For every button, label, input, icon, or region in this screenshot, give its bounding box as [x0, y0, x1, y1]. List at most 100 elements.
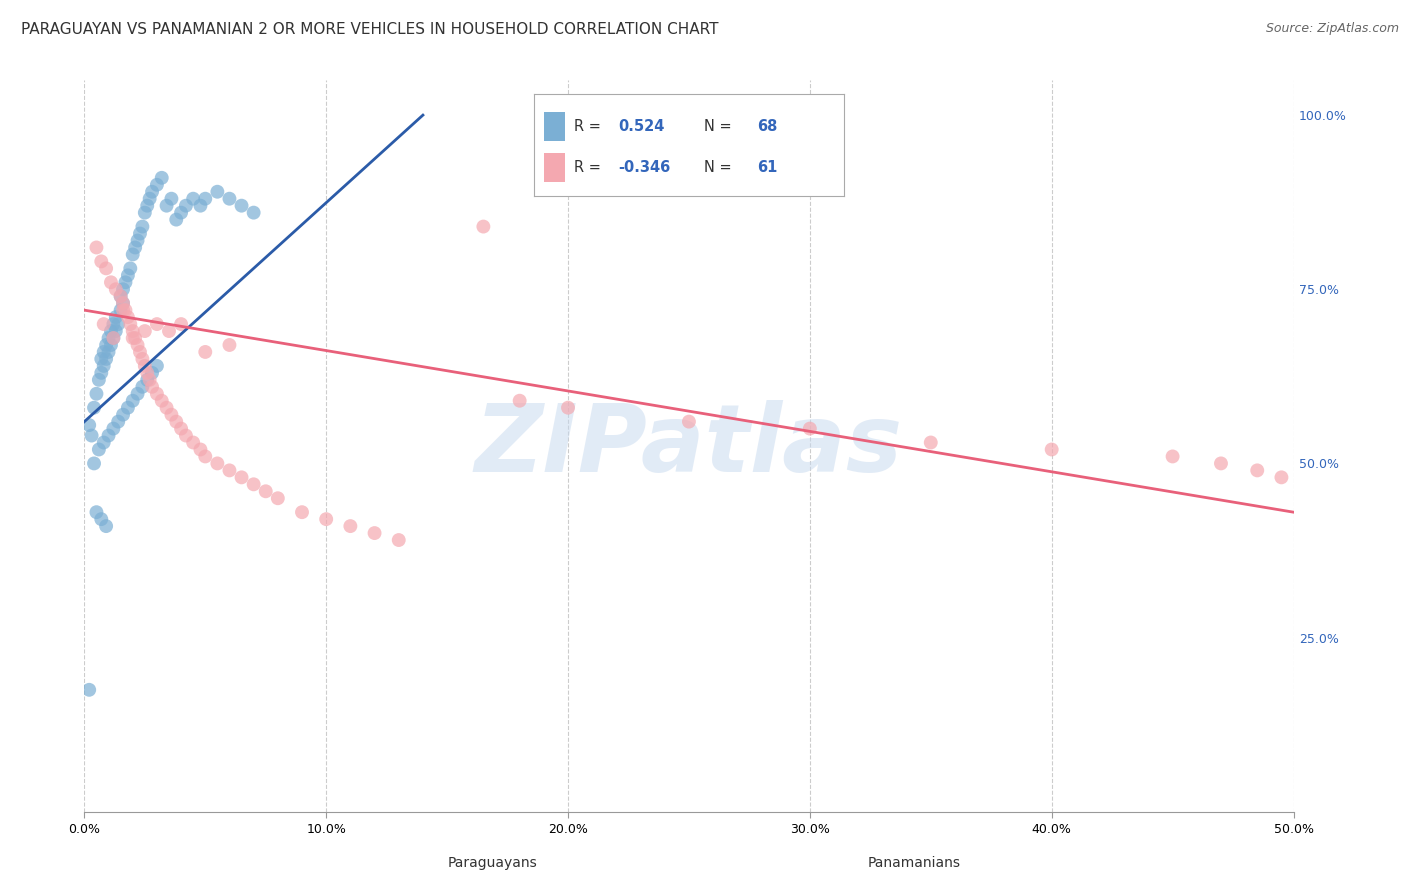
- Point: [103, 331, 125, 345]
- Point: [134, 205, 156, 219]
- Point: [291, 505, 314, 519]
- Bar: [544, 153, 565, 182]
- Point: [87, 442, 110, 457]
- Point: [90, 512, 112, 526]
- Point: [93, 317, 115, 331]
- Point: [146, 317, 169, 331]
- Point: [112, 282, 135, 296]
- Point: [110, 289, 132, 303]
- Point: [83, 401, 105, 415]
- Point: [194, 192, 217, 206]
- Point: [150, 393, 173, 408]
- Point: [120, 317, 142, 331]
- Point: [1040, 442, 1063, 457]
- Point: [93, 359, 115, 373]
- Point: [315, 512, 337, 526]
- Point: [194, 345, 217, 359]
- Point: [136, 199, 159, 213]
- Point: [131, 219, 153, 234]
- Point: [174, 428, 197, 442]
- Text: -0.346: -0.346: [617, 160, 671, 175]
- Point: [134, 324, 156, 338]
- Point: [242, 477, 264, 491]
- Point: [194, 450, 217, 464]
- Point: [127, 234, 149, 248]
- Point: [254, 484, 277, 499]
- Point: [146, 178, 169, 192]
- Point: [100, 338, 122, 352]
- Point: [124, 331, 146, 345]
- Point: [83, 457, 105, 471]
- Point: [131, 351, 153, 366]
- Text: PARAGUAYAN VS PANAMANIAN 2 OR MORE VEHICLES IN HOUSEHOLD CORRELATION CHART: PARAGUAYAN VS PANAMANIAN 2 OR MORE VEHIC…: [21, 22, 718, 37]
- Point: [77, 682, 100, 697]
- Point: [121, 393, 143, 408]
- Point: [129, 227, 152, 241]
- Point: [90, 254, 112, 268]
- Point: [136, 373, 159, 387]
- Text: 0.524: 0.524: [617, 119, 664, 134]
- Point: [94, 338, 117, 352]
- Point: [93, 345, 115, 359]
- Point: [388, 533, 411, 547]
- Point: [231, 470, 253, 484]
- Point: [100, 275, 122, 289]
- Point: [207, 185, 229, 199]
- Point: [242, 205, 264, 219]
- Point: [104, 310, 127, 325]
- Point: [155, 199, 177, 213]
- Point: [110, 303, 132, 318]
- Point: [181, 192, 204, 206]
- Text: R =: R =: [575, 160, 606, 175]
- Point: [509, 393, 531, 408]
- Point: [267, 491, 290, 506]
- Point: [103, 331, 125, 345]
- Point: [207, 457, 229, 471]
- Point: [138, 192, 160, 206]
- Point: [170, 421, 193, 435]
- Text: Paraguayans: Paraguayans: [447, 855, 537, 870]
- Point: [131, 380, 153, 394]
- Text: 61: 61: [756, 160, 778, 175]
- Point: [146, 359, 169, 373]
- Point: [103, 317, 125, 331]
- Bar: [544, 112, 565, 141]
- Text: ZIPatlas: ZIPatlas: [475, 400, 903, 492]
- Point: [94, 351, 117, 366]
- Point: [77, 418, 100, 433]
- Point: [160, 192, 183, 206]
- Point: [93, 435, 115, 450]
- Point: [157, 324, 180, 338]
- Point: [1161, 450, 1184, 464]
- Point: [121, 331, 143, 345]
- Point: [114, 303, 136, 318]
- Point: [920, 435, 942, 450]
- Point: [678, 415, 700, 429]
- Point: [557, 401, 579, 415]
- Point: [170, 317, 193, 331]
- Point: [160, 408, 183, 422]
- Text: R =: R =: [575, 119, 606, 134]
- Point: [114, 275, 136, 289]
- Point: [94, 261, 117, 276]
- Point: [141, 380, 163, 394]
- Point: [86, 386, 108, 401]
- Text: N =: N =: [704, 119, 737, 134]
- Point: [190, 442, 212, 457]
- Point: [100, 324, 122, 338]
- Text: N =: N =: [704, 160, 737, 175]
- Point: [231, 199, 253, 213]
- Point: [112, 296, 135, 310]
- Point: [112, 296, 135, 310]
- Text: Panamanians: Panamanians: [868, 855, 960, 870]
- Point: [103, 421, 125, 435]
- Point: [117, 401, 139, 415]
- Point: [97, 331, 120, 345]
- Point: [799, 421, 821, 435]
- Point: [104, 324, 127, 338]
- Point: [218, 463, 240, 477]
- Point: [121, 324, 143, 338]
- Point: [117, 268, 139, 283]
- Point: [1270, 470, 1292, 484]
- Point: [94, 519, 117, 533]
